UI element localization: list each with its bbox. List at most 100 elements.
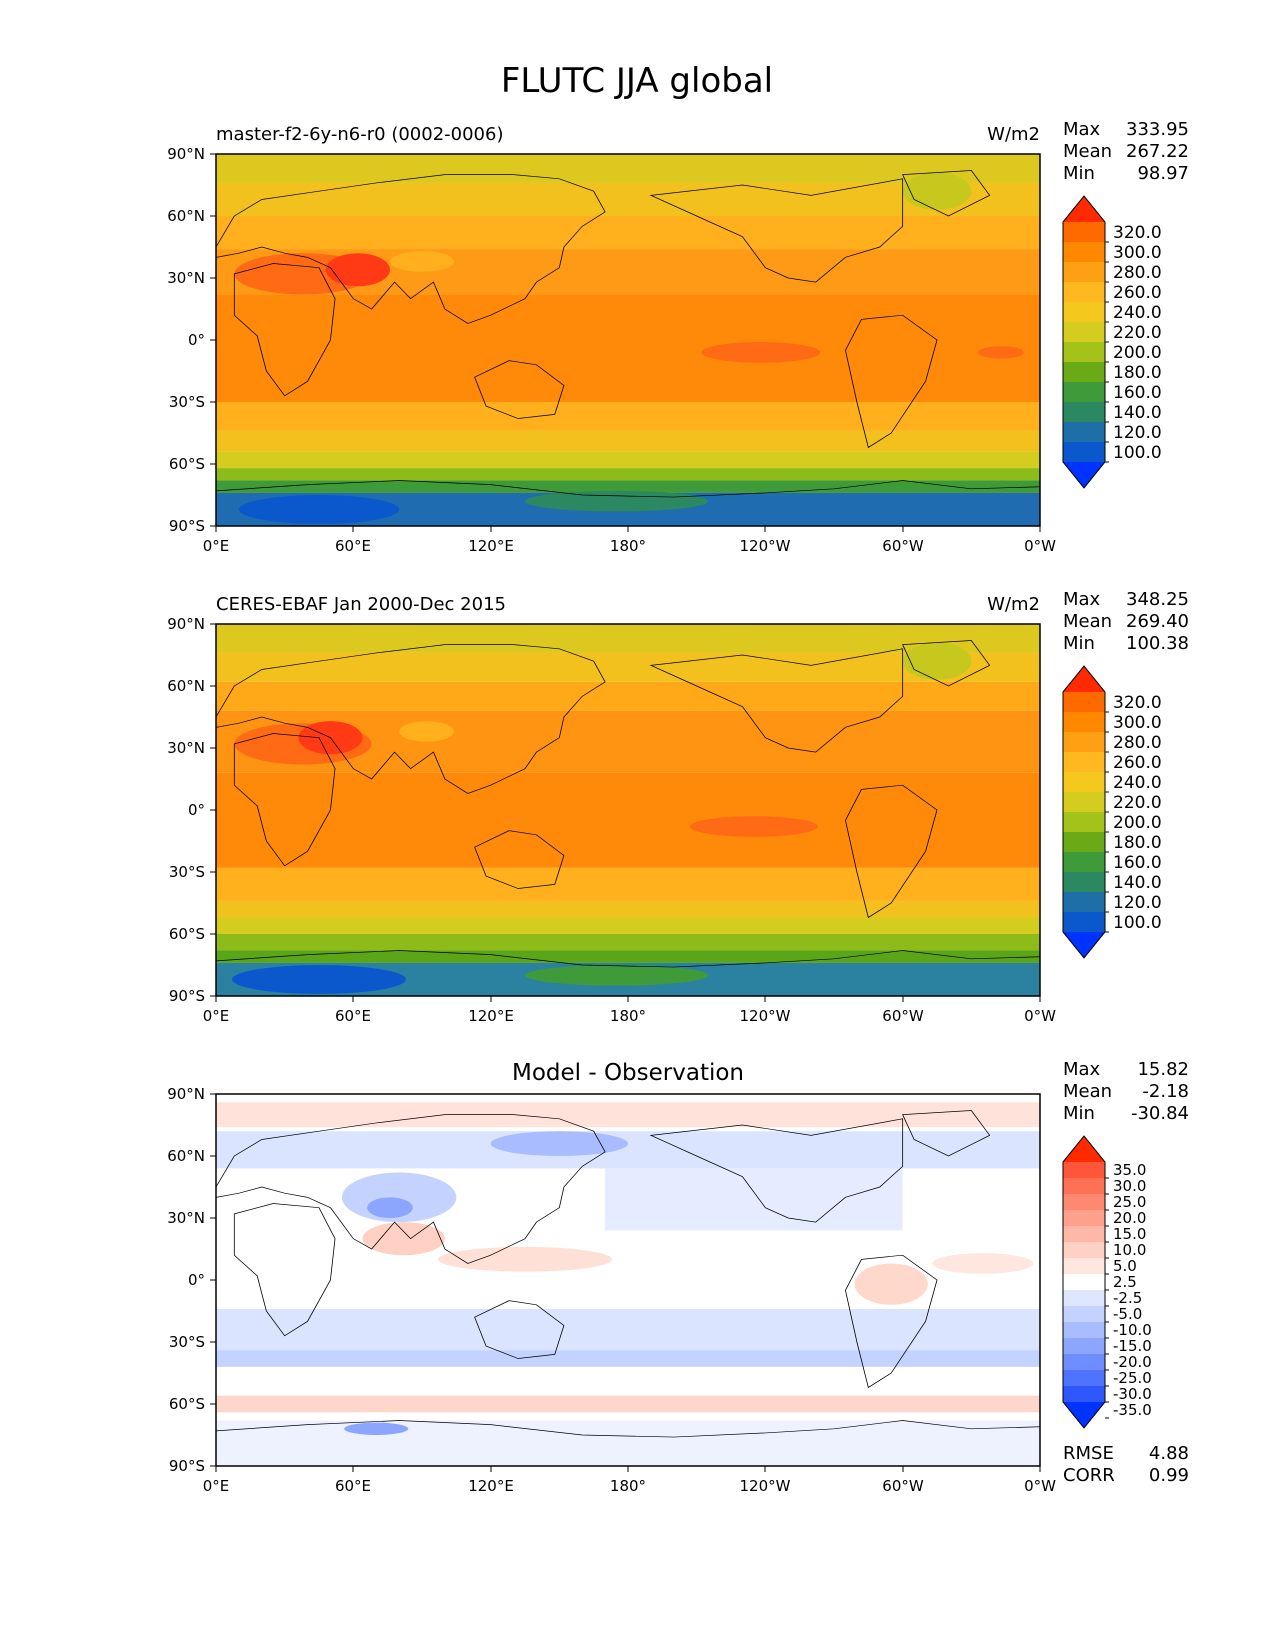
colorbar-tick-label: -25.0 — [1113, 1369, 1152, 1387]
map-panel — [216, 154, 1040, 526]
colorbar-tick-label: -10.0 — [1113, 1321, 1152, 1339]
lon-label: 60°W — [882, 1477, 924, 1495]
colorbar-swatch — [1063, 222, 1105, 243]
lat-label: 60°N — [167, 677, 205, 695]
coast-europe-asia — [216, 174, 606, 324]
band-tropics — [216, 294, 1040, 402]
colorbar-tick-label: 200.0 — [1113, 813, 1162, 833]
colorbar-tick-label: 220.0 — [1113, 323, 1162, 343]
colorbar-tick-label: 160.0 — [1113, 383, 1162, 403]
antarctic-cool-patch — [344, 1422, 409, 1435]
colorbar-swatch — [1063, 242, 1105, 263]
lat-axis: 90°N 60°N 30°N 0° 30°S 60°S 90°S — [167, 145, 216, 535]
colorbar-tick-label: 280.0 — [1113, 733, 1162, 753]
stat-value-max: 348.25 — [1126, 589, 1189, 610]
band-southern-ocean — [216, 934, 1040, 951]
colorbar-extend-max — [1063, 666, 1105, 692]
colorbar: 35.030.025.020.015.010.05.02.5-2.5-5.0-1… — [1062, 1135, 1152, 1429]
stat-value-max: 333.95 — [1126, 119, 1189, 140]
lat-label: 60°N — [167, 207, 205, 225]
colorbar-tick-label: 5.0 — [1113, 1257, 1137, 1275]
lat-label: 90°S — [169, 987, 205, 1005]
band-north-mid — [216, 681, 1040, 711]
lon-axis: 0°E 60°E 120°E 180° 120°W 60°W 0°W — [203, 996, 1056, 1025]
colorbar-swatch — [1063, 752, 1105, 773]
colorbar-swatch — [1063, 1354, 1105, 1371]
colorbar-tick-label: 15.0 — [1113, 1225, 1146, 1243]
lat-label: 90°N — [167, 145, 205, 163]
metric-label-rmse: RMSE — [1063, 1443, 1114, 1464]
arabian-hotspot — [325, 253, 390, 287]
stat-value-max: 15.82 — [1137, 1059, 1189, 1080]
band-arctic — [216, 154, 1040, 183]
coast-greenland — [902, 640, 991, 687]
colorbar-extend-min — [1063, 1402, 1105, 1428]
colorbar-swatch — [1063, 1242, 1105, 1259]
coastlines — [216, 170, 1040, 498]
amazon-warm — [854, 1263, 928, 1305]
colorbar-swatch — [1063, 362, 1105, 383]
colorbar-tick-label: 300.0 — [1113, 713, 1162, 733]
coast-antarctica — [216, 950, 1040, 968]
lon-label: 60°W — [882, 537, 924, 555]
coast-africa — [233, 1203, 336, 1337]
lat-label: 90°N — [167, 1085, 205, 1103]
coastlines — [216, 1110, 1040, 1438]
colorbar-swatch — [1063, 792, 1105, 813]
lon-axis: 0°E 60°E 120°E 180° 120°W 60°W 0°W — [203, 1466, 1056, 1495]
colorbar-swatch — [1063, 772, 1105, 793]
lon-label: 60°E — [335, 1007, 371, 1025]
stat-label-max: Max — [1063, 589, 1101, 610]
colorbar-tick-label: 2.5 — [1113, 1273, 1137, 1291]
colorbar-swatch — [1063, 1306, 1105, 1323]
colorbar-tick-label: 320.0 — [1113, 223, 1162, 243]
coast-australia — [474, 830, 565, 889]
coast-greenland — [902, 1110, 991, 1157]
colorbar-extend-min — [1063, 462, 1105, 488]
coast-antarctica — [216, 1420, 1040, 1438]
colorbar-swatch — [1063, 342, 1105, 363]
metric-value-corr: 0.99 — [1149, 1465, 1189, 1486]
coastlines — [216, 640, 1040, 968]
colorbar-swatch — [1063, 1274, 1105, 1291]
band-south-high — [216, 430, 1040, 452]
colorbar-tick-label: 100.0 — [1113, 443, 1162, 463]
colorbar-swatch — [1063, 1370, 1105, 1387]
colorbar-tick-label: -15.0 — [1113, 1337, 1152, 1355]
colorbar-swatch — [1063, 262, 1105, 283]
band-antarctic-coast — [216, 480, 1040, 493]
stat-value-min: 100.38 — [1126, 633, 1189, 654]
lon-label: 120°W — [740, 537, 791, 555]
colorbar-swatch — [1063, 712, 1105, 733]
stat-label-max: Max — [1063, 119, 1101, 140]
colorbar-tick-label: 260.0 — [1113, 283, 1162, 303]
lon-label: 120°W — [740, 1007, 791, 1025]
lat-label: 30°N — [167, 269, 205, 287]
map-panel — [216, 624, 1040, 996]
lon-label: 180° — [610, 1007, 646, 1025]
lon-label: 0°W — [1024, 1007, 1056, 1025]
coast-north-america — [649, 1118, 904, 1223]
colorbar-swatch — [1063, 422, 1105, 443]
lon-label: 180° — [610, 537, 646, 555]
band-antarctic-coast — [216, 950, 1040, 963]
lon-label: 0°W — [1024, 1477, 1056, 1495]
band-arctic-warm — [216, 1102, 1040, 1128]
colorbar-tick-label: 20.0 — [1113, 1209, 1146, 1227]
metrics-block: RMSE 4.88 CORR 0.99 — [1063, 1443, 1189, 1486]
colorbar-extend-max — [1063, 1136, 1105, 1162]
band-south-mid — [216, 867, 1040, 901]
lat-axis: 90°N 60°N 30°N 0° 30°S 60°S 90°S — [167, 1085, 216, 1475]
colorbar-swatch — [1063, 852, 1105, 873]
colorbar-swatch — [1063, 1178, 1105, 1195]
lon-label: 60°E — [335, 537, 371, 555]
colorbar-tick-label: 180.0 — [1113, 833, 1162, 853]
coast-australia — [474, 360, 565, 419]
antarctic-interior — [232, 965, 406, 994]
metric-value-rmse: 4.88 — [1149, 1443, 1189, 1464]
colorbar-tick-label: 280.0 — [1113, 263, 1162, 283]
colorbar-swatch — [1063, 442, 1105, 463]
colorbar-tick-label: 240.0 — [1113, 773, 1162, 793]
map-panel — [216, 1094, 1040, 1466]
colorbar-swatch — [1063, 812, 1105, 833]
